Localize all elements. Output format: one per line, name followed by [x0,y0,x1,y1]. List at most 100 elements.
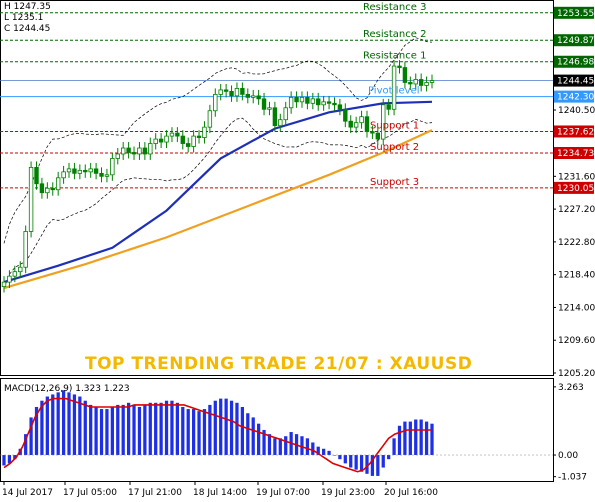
candle-body [93,168,99,174]
price-tag-bg [554,181,594,194]
level-label: Support 1 [370,120,419,131]
candle-body [234,88,240,97]
candle-body [169,132,175,137]
candle [66,162,72,178]
candle-body [245,93,250,98]
macd-histogram-bar [224,398,228,456]
candle-body [337,104,343,110]
candle [267,101,272,116]
time-axis: 14 Jul 2017 17 Jul 05:00 17 Jul 21:00 18 Ju… [2,481,438,498]
level-label: Resistance 2 [363,29,426,40]
candle-body [305,96,310,104]
candle [202,121,207,144]
candle-body [261,98,267,110]
price-tag: 1234.73 [557,149,594,159]
macd-histogram-bar [29,417,33,456]
candle-body [316,98,321,106]
macd-histogram-bar [219,398,223,456]
candle-body [99,172,104,177]
macd-histogram-bar [148,402,152,456]
candle-body [202,126,207,138]
candle-body [104,174,110,177]
candle [229,85,234,102]
macd-histogram-bar [273,438,277,456]
candle-body [418,79,424,86]
macd-histogram-bar [311,442,315,456]
macd-histogram-bar [322,448,326,456]
macd-histogram-bar [126,402,131,456]
candle-body [256,95,261,100]
candle-body [158,138,164,143]
price-tag-bg [554,90,594,103]
y-tick-label: 1227.20 [558,205,595,215]
candle-body [115,153,120,159]
candle [180,130,185,150]
candle-body [278,119,283,127]
candles [1,60,435,293]
macd-histogram-bar [349,455,353,468]
macd-histogram-bar [403,421,407,456]
candle [115,148,120,165]
macd-histogram-bar [40,400,44,456]
macd-histogram-bar [94,406,98,456]
candle [326,95,332,110]
macd-histogram-bar [392,438,396,456]
candle [364,110,370,138]
macd-histogram-bar [186,409,190,456]
candle [186,137,191,153]
macd-histogram-bar [414,419,418,456]
candle [28,161,34,238]
candle-body [213,93,218,112]
macd-histogram-bar [208,404,212,456]
macd-axis: 3.263 0.00 -1.037 [553,383,587,483]
price-tag-bg [554,55,594,68]
candle-body [28,166,34,232]
macd-histogram-bar [376,455,380,476]
candle [359,110,364,129]
candle [381,98,386,146]
candle [18,261,23,278]
level-label: Resistance 1 [363,51,426,62]
macd-histogram-bar [105,409,109,456]
candle [288,91,294,114]
candle-body [153,138,158,144]
candle [55,171,61,196]
candle-body [83,169,88,173]
candle-body [229,90,234,97]
macd-histogram-bar [175,402,179,456]
moving-averages [3,100,433,290]
macd-histogram-bar [305,438,310,456]
macd-histogram-bar [181,406,185,456]
candle [245,88,250,104]
macd-histogram-bar [89,404,93,456]
macd-label: MACD(12,26,9) 1.323 1.223 [4,384,130,394]
macd-histogram-bar [327,450,331,456]
candle [353,116,359,134]
macd-histogram-bar [424,421,429,456]
candle [294,91,299,108]
macd-histogram-bar [202,409,207,456]
candle [343,103,348,128]
candle-body [397,65,402,68]
ma-blue-line [3,100,433,284]
macd-histogram-bar [191,409,196,456]
candle-body [110,158,115,176]
macd-histogram-bar [83,400,87,456]
candle [1,276,7,293]
macd-histogram-bar [213,400,217,456]
candle-body [137,147,142,155]
lower-band [3,117,433,289]
candle-body [424,82,429,86]
candle [251,89,256,104]
macd-histogram-bar [343,455,347,464]
candle [272,101,278,132]
candle-body [196,135,202,138]
candle-body [321,101,326,106]
macd-histogram-bar [121,404,125,456]
macd-histogram-bar [300,436,304,456]
candle-body [186,143,191,147]
candle-body [391,65,397,110]
candle [391,60,397,116]
header-close: C 1244.45 [4,24,50,34]
